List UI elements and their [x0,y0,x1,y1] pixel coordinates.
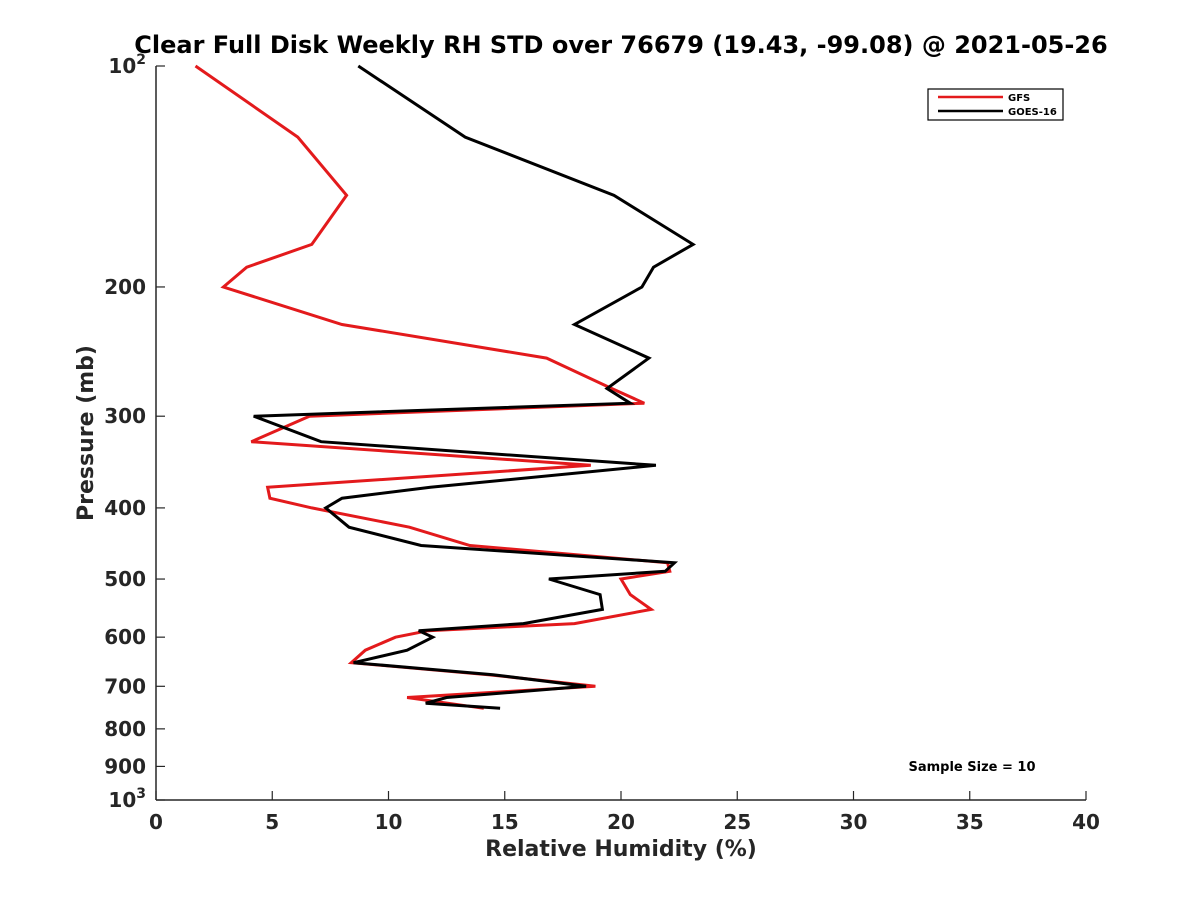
y-ticks: 102 200 300 400 500 600 700 800 900 103 [104,52,165,812]
legend: GFS GOES-16 [927,88,1064,121]
y-tick-label: 800 [104,717,146,741]
x-tick-label: 0 [149,810,163,834]
y-tick-label: 102 [108,52,146,78]
x-tick-label: 35 [956,810,984,834]
chart-title: Clear Full Disk Weekly RH STD over 76679… [134,31,1107,59]
y-axis-label: Pressure (mb) [74,345,99,521]
x-tick-label: 20 [607,810,635,834]
x-tick-label: 10 [375,810,403,834]
legend-box [927,88,1064,121]
x-axis-label: Relative Humidity (%) [485,837,757,862]
y-tick-label: 700 [104,674,146,698]
y-tick-label: 300 [104,404,146,428]
x-tick-label: 30 [840,810,868,834]
series-layer [194,64,697,710]
legend-label-gfs: GFS [1008,93,1030,104]
x-tick-label: 5 [265,810,279,834]
y-tick-label: 500 [104,567,146,591]
x-tick-label: 15 [491,810,519,834]
x-tick-label: 40 [1072,810,1100,834]
x-tick-label: 25 [723,810,751,834]
y-tick-label: 103 [108,786,146,812]
sample-size-annotation: Sample Size = 10 [908,760,1035,775]
y-tick-label: 400 [104,496,146,520]
x-ticks: 0 5 10 15 20 25 30 35 40 [149,791,1100,834]
series-line-gfs [194,64,672,710]
y-tick-label: 900 [104,754,146,778]
series-line-goes16 [253,64,697,710]
y-tick-label: 200 [104,275,146,299]
y-tick-label: 600 [104,625,146,649]
legend-label-goes16: GOES-16 [1008,107,1057,118]
